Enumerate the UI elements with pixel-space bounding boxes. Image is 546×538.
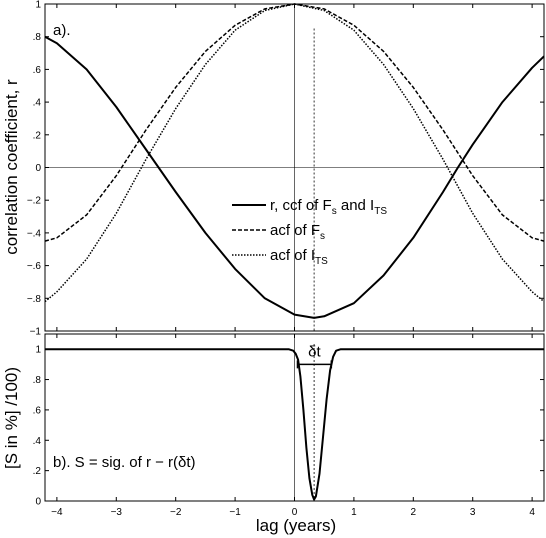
x-tick-label: 1 [351,507,357,518]
panel-a-y-tick-label: 0 [35,163,41,174]
panel-b-y-tick-label: .6 [33,405,42,416]
panel-b: −4 −3 −2 −1 0 1 2 3 4 0 .2 .4 .6 .8 1 δt b). S = sig. … [33,333,545,518]
panel-a-y-tick-label: 1 [35,0,41,11]
legend-label-ccf: r, ccf of Fs and ITS [270,197,387,217]
delta-t-bracket: δt [296,343,333,369]
panel-a: −1 −.8 −.6 −.4 −.2 0 .2 .4 .6 .8 1 a). r, ccf of F… [27,0,545,338]
panel-a-y-tick-label: .4 [33,98,42,109]
panel-a-y-tick-label: .6 [33,65,42,76]
legend-label-acf-its: acf of ITS [270,247,328,267]
x-tick-label: −4 [51,507,63,518]
panel-a-ylabel: correlation coefficient, r [2,79,21,255]
panel-a-y-tick-label: −.8 [27,294,42,305]
panel-a-series-solid [44,35,545,319]
x-tick-label: −1 [229,507,241,518]
panel-a-y-tick-label: −.4 [27,228,42,239]
panel-b-y-tick-label: .8 [33,375,42,386]
x-axis-label: lag (years) [256,516,336,535]
panel-b-series-solid [45,348,544,501]
x-tick-label: −2 [170,507,182,518]
panel-b-y-tick-label: 0 [35,497,41,508]
x-tick-label: 4 [529,507,535,518]
panel-b-y-tick-label: .4 [33,436,42,447]
panel-b-y-tick-label: 1 [35,345,41,356]
panel-a-series-dotted [44,3,545,303]
panel-b-label: b). S = sig. of r − r(δt) [53,454,196,471]
panel-b-y-tick-label: .2 [33,466,42,477]
legend-label-acf-fs: acf of Fs [270,222,325,242]
x-tick-label: 2 [411,507,417,518]
panel-a-label: a). [53,22,71,39]
legend: r, ccf of Fs and ITS acf of Fs acf of IT… [232,197,387,267]
x-tick-label: −3 [111,507,123,518]
panel-a-y-tick-label: −1 [30,327,42,338]
panel-a-y-tick-label: .2 [33,130,42,141]
x-tick-label: 3 [470,507,476,518]
x-tick-label: 0 [292,507,298,518]
delta-t-label: δt [308,343,321,360]
panel-a-y-tick-label: .8 [33,32,42,43]
panel-a-y-tick-label: −.2 [27,196,42,207]
panel-b-ylabel: [S in %] /100) [2,367,21,469]
panel-a-y-tick-label: −.6 [27,261,42,272]
